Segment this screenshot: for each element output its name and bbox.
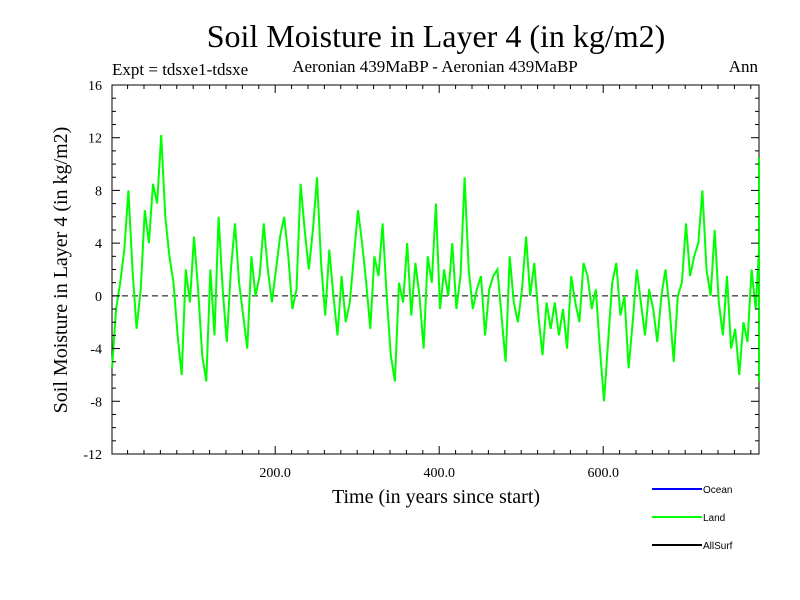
series-line-land — [111, 135, 760, 402]
legend-label-ocean: Ocean — [703, 485, 732, 496]
chart-subtitle-expt: Expt = tdsxe1-tdsxe — [112, 60, 248, 79]
x-tick-label: 600.0 — [587, 466, 619, 481]
legend-label-land: Land — [703, 513, 725, 524]
y-tick-label: 4 — [95, 237, 102, 252]
y-tick-label: 16 — [88, 79, 102, 94]
y-tick-label: 12 — [88, 132, 102, 147]
x-tick-label: 400.0 — [423, 466, 455, 481]
y-tick-label: 0 — [95, 290, 102, 305]
y-tick-label: -12 — [83, 448, 102, 463]
chart-title: Soil Moisture in Layer 4 (in kg/m2) — [207, 18, 666, 54]
legend-label-allsurf: AllSurf — [703, 541, 733, 552]
y-tick-label: -4 — [90, 343, 102, 358]
legend: Ocean Land AllSurf — [652, 485, 733, 552]
axis-ticks — [112, 84, 759, 455]
axis-tick-labels: -12 -8 -4 0 4 8 12 16 200.0 400.0 600.0 — [83, 79, 619, 481]
y-tick-label: 8 — [95, 184, 102, 199]
x-axis-label: Time (in years since start) — [332, 486, 540, 508]
x-tick-label: 200.0 — [259, 466, 291, 481]
y-tick-label: -8 — [90, 395, 102, 410]
y-axis-label: Soil Moisture in Layer 4 (in kg/m2) — [50, 127, 72, 414]
chart-subtitle-period: Aeronian 439MaBP - Aeronian 439MaBP — [292, 57, 578, 76]
chart-subtitle-season: Ann — [729, 57, 759, 76]
